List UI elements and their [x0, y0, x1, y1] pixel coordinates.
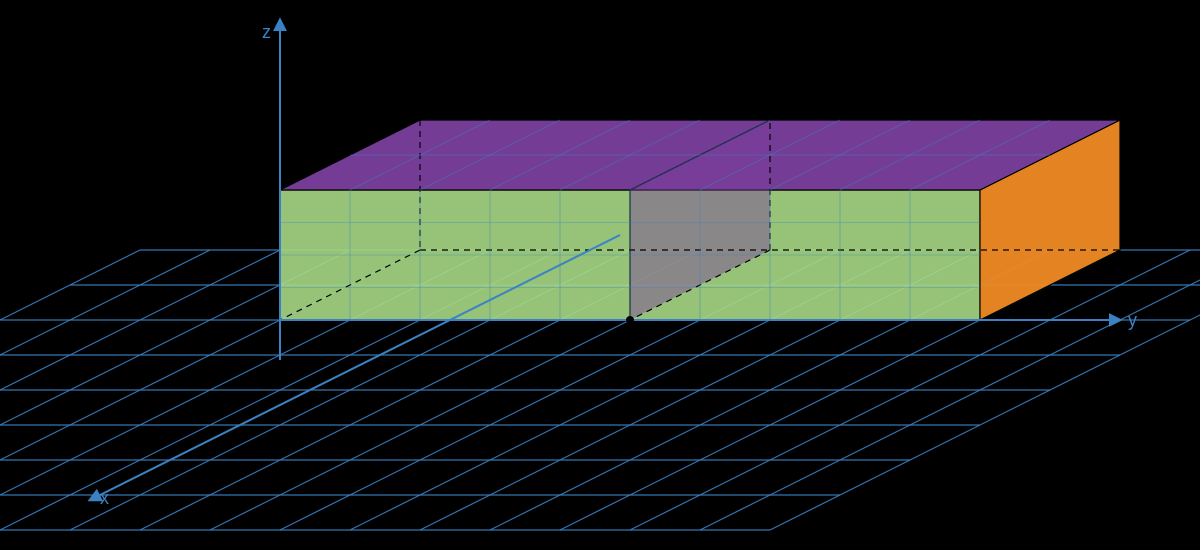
- axis-label-z: z: [262, 22, 271, 42]
- axis-label-y: y: [1128, 310, 1137, 330]
- axis-label-x: x: [100, 488, 109, 508]
- origin-dot: [626, 316, 634, 324]
